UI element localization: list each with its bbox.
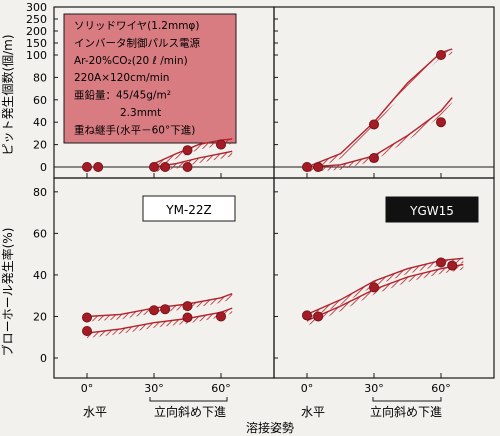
data-point-2-2 [148,305,159,316]
y-tick-pit-8: 20 [33,139,47,152]
data-point-0-6 [215,139,226,150]
band-line-0-0 [153,138,233,165]
points [82,50,458,336]
x-category-left-0: 水平 [83,405,107,419]
y-tick-pit-3: 150 [26,37,47,50]
legend-line-2: Ar-20%CO₂(20 ℓ /min) [74,55,188,67]
x-category-left-1: 立向斜め下進 [154,404,226,419]
band-hatch-0-1 [154,151,233,172]
legend-box [63,13,237,144]
data-point-2-6 [215,311,226,322]
legend-line-0: ソリッドワイヤ(1.2mmφ) [74,20,199,32]
y-tick-pit-2: 200 [26,25,47,38]
band-line-2-0 [86,292,233,318]
data-point-0-0 [82,161,93,172]
data-point-2-4 [182,301,193,312]
band-hatch-3-1 [307,264,464,326]
data-point-0-2 [148,161,159,172]
wire-label-box-ym22z [142,195,236,222]
panel-frame-blowhole-ygw15 [273,177,495,379]
x-range-bracket-right [372,397,442,402]
wire-label-ym22z: YM-22Z [165,203,212,217]
data-point-1-1 [313,161,324,172]
data-point-2-1 [82,325,93,336]
legend-line-6: 重ね継手(水平－60°下進) [74,123,195,136]
band-hatch-1-0 [307,49,453,172]
y-tick-blowhole-4: 0 [40,352,47,365]
y-axis-title-pit: ピット発生個数(個/m) [0,34,15,155]
y-axis-title-blowhole: ブローホール発生率(%) [0,228,15,357]
data-point-0-5 [182,145,193,156]
legend-line-1: インバータ制御パルス電源 [74,36,200,49]
data-point-2-3 [160,304,171,315]
x-tick-1-2: 60° [431,382,451,395]
x-tick-1-1: 30° [364,382,384,395]
x-tick-0-1: 30° [144,382,164,395]
data-point-2-5 [182,312,193,323]
y-tick-pit-9: 0 [40,161,47,174]
x-category-right-1: 立向斜め下進 [370,404,442,419]
x-category-right-0: 水平 [301,405,325,419]
legend-line-5: 2.3mmt [120,107,161,119]
legend-line-4: 亜鉛量：45/45g/m² [74,89,171,102]
wire-label-box-ygw15 [385,196,479,223]
data-point-1-5 [435,117,446,128]
y-tick-pit-6: 60 [33,94,47,107]
band-line-1-1 [306,97,453,168]
x-range-bracket-left [149,397,228,402]
wire-label-ygw15: YGW15 [409,204,454,218]
data-point-1-3 [368,153,379,164]
y-tick-pit-5: 80 [33,71,47,84]
data-point-3-3 [435,257,446,268]
x-tick-0-0: 0° [81,382,94,395]
data-point-1-0 [301,161,312,172]
data-point-3-4 [447,260,458,271]
data-point-3-1 [313,311,324,322]
x-tick-1-0: 0° [301,382,314,395]
band-hatch-2-1 [87,308,233,339]
data-point-2-0 [82,312,93,323]
y-tick-blowhole-0: 80 [33,186,47,199]
x-tick-0-2: 60° [211,382,231,395]
y-tick-pit-7: 40 [33,116,47,129]
data-point-0-1 [93,161,104,172]
y-tick-blowhole-3: 20 [33,310,47,323]
legend-text: ソリッドワイヤ(1.2mmφ) インバータ制御パルス電源 Ar-20%CO₂(20 … [74,20,200,136]
data-point-1-4 [435,50,446,61]
legend-line-3: 220A×120cm/min [74,72,169,84]
data-point-3-0 [301,310,312,321]
y-tick-pit-1: 250 [26,13,47,26]
y-tick-pit-0: 300 [26,1,47,14]
data-point-0-4 [182,161,193,172]
data-point-3-2 [368,282,379,293]
data-point-1-2 [368,119,379,130]
band-line-2-1 [86,307,233,334]
data-point-0-3 [160,161,171,172]
y-tick-pit-4: 100 [26,49,47,62]
y-tick-blowhole-1: 60 [33,227,47,240]
y-tick-blowhole-2: 40 [33,269,47,282]
band-line-3-1 [306,263,464,322]
x-axis-title: 溶接姿勢 [246,420,294,435]
band-hatch-0-0 [154,139,233,169]
band-hatch-1-1 [307,97,453,172]
